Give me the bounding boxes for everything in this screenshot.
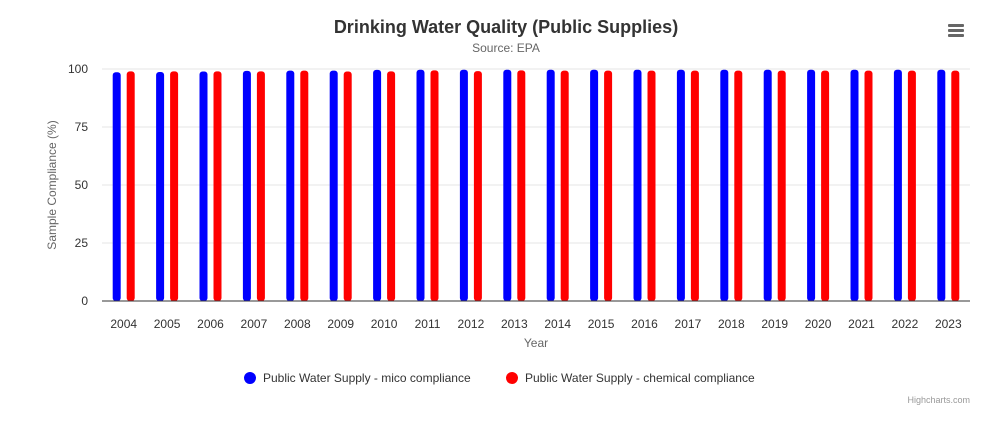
bar-chemical-compliance[interactable] (690, 70, 699, 302)
bar-mico-compliance[interactable] (633, 69, 642, 301)
x-tick-label: 2019 (761, 317, 788, 331)
legend-label: Public Water Supply - mico compliance (263, 371, 471, 385)
bar-chemical-compliance[interactable] (170, 71, 179, 301)
y-tick-label: 0 (81, 294, 88, 308)
x-tick-label: 2011 (415, 317, 441, 331)
bar-mico-compliance[interactable] (503, 69, 512, 301)
bar-chemical-compliance[interactable] (300, 70, 309, 302)
bar-chemical-compliance[interactable] (126, 71, 135, 301)
x-tick-label: 2005 (154, 317, 181, 331)
bar-chemical-compliance[interactable] (777, 70, 786, 302)
bar-mico-compliance[interactable] (416, 69, 425, 301)
bar-mico-compliance[interactable] (763, 69, 772, 301)
bar-chemical-compliance[interactable] (343, 71, 352, 301)
menu-line (948, 29, 964, 32)
bar-chemical-compliance[interactable] (560, 70, 569, 302)
x-tick-label: 2021 (848, 317, 875, 331)
bar-mico-compliance[interactable] (807, 69, 816, 301)
x-tick-label: 2004 (110, 317, 137, 331)
menu-line (948, 34, 964, 37)
bar-mico-compliance[interactable] (590, 69, 599, 301)
y-axis-title: Sample Compliance (%) (45, 120, 59, 249)
bar-chemical-compliance[interactable] (430, 70, 439, 301)
bar-chemical-compliance[interactable] (864, 70, 873, 302)
bars (112, 69, 960, 302)
bar-mico-compliance[interactable] (286, 70, 295, 302)
bar-chemical-compliance[interactable] (821, 70, 830, 302)
x-tick-label: 2017 (675, 317, 702, 331)
menu-line (948, 24, 964, 27)
x-tick-label: 2020 (805, 317, 832, 331)
x-tick-label: 2016 (631, 317, 658, 331)
legend-label: Public Water Supply - chemical complianc… (525, 371, 755, 385)
bar-mico-compliance[interactable] (850, 69, 859, 301)
bar-chemical-compliance[interactable] (647, 70, 656, 302)
x-axis-title: Year (524, 336, 548, 350)
x-tick-label: 2006 (197, 317, 224, 331)
chart-subtitle: Source: EPA (472, 41, 540, 55)
legend-marker (506, 372, 518, 384)
legend-item[interactable]: Public Water Supply - chemical complianc… (506, 371, 755, 385)
bar-chemical-compliance[interactable] (604, 70, 613, 302)
bar-chemical-compliance[interactable] (256, 71, 265, 301)
x-axis-ticks: 2004 2005 2006 2007 2008 2009 2010 2011 2012 2013… (110, 317, 962, 331)
bar-chemical-compliance[interactable] (734, 70, 743, 302)
bar-mico-compliance[interactable] (893, 69, 902, 301)
x-tick-label: 2022 (892, 317, 919, 331)
bar-mico-compliance[interactable] (676, 69, 685, 301)
x-tick-label: 2015 (588, 317, 615, 331)
bar-mico-compliance[interactable] (937, 69, 946, 301)
bar-mico-compliance[interactable] (329, 70, 338, 302)
bar-mico-compliance[interactable] (720, 69, 729, 301)
x-tick-label: 2010 (371, 317, 398, 331)
x-tick-label: 2007 (241, 317, 268, 331)
bar-mico-compliance[interactable] (156, 72, 165, 302)
chart-title: Drinking Water Quality (Public Supplies) (334, 17, 678, 37)
x-tick-label: 2013 (501, 317, 528, 331)
x-tick-label: 2014 (544, 317, 571, 331)
legend-item[interactable]: Public Water Supply - mico compliance (244, 371, 471, 385)
x-tick-label: 2012 (458, 317, 485, 331)
y-axis-ticks: 0 25 50 75 100 (68, 62, 88, 308)
hamburger-menu-icon[interactable] (944, 22, 968, 44)
legend: Public Water Supply - mico compliance Pub… (244, 371, 755, 385)
y-tick-label: 75 (75, 120, 89, 134)
x-tick-label: 2023 (935, 317, 962, 331)
bar-mico-compliance[interactable] (373, 69, 382, 301)
bar-chemical-compliance[interactable] (517, 70, 526, 301)
bar-mico-compliance[interactable] (459, 69, 468, 301)
bar-chemical-compliance[interactable] (213, 71, 222, 301)
bar-mico-compliance[interactable] (199, 71, 208, 301)
x-tick-label: 2018 (718, 317, 745, 331)
y-tick-label: 50 (75, 178, 89, 192)
x-tick-label: 2009 (327, 317, 354, 331)
y-tick-label: 25 (75, 236, 89, 250)
bar-mico-compliance[interactable] (242, 70, 251, 301)
bar-mico-compliance[interactable] (112, 72, 121, 301)
bar-chemical-compliance[interactable] (473, 71, 482, 301)
bar-mico-compliance[interactable] (546, 69, 555, 301)
legend-marker (244, 372, 256, 384)
bar-chemical-compliance[interactable] (387, 71, 396, 301)
y-tick-label: 100 (68, 62, 88, 76)
bar-chemical-compliance[interactable] (951, 70, 960, 302)
bar-chemical-compliance[interactable] (907, 70, 916, 302)
gridlines (102, 68, 970, 244)
x-tick-label: 2008 (284, 317, 311, 331)
credits[interactable]: Highcharts.com (907, 395, 970, 405)
